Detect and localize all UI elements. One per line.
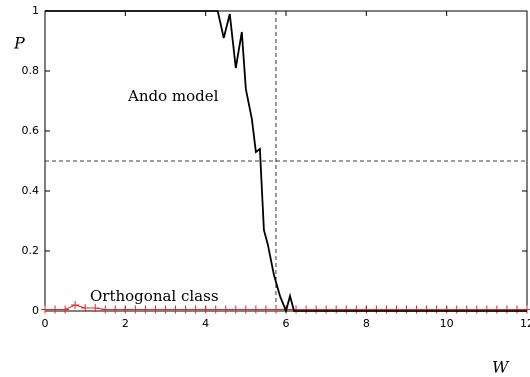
marker bbox=[392, 305, 401, 314]
marker bbox=[322, 305, 331, 314]
marker bbox=[382, 305, 391, 314]
marker bbox=[81, 304, 90, 312]
marker bbox=[342, 305, 351, 314]
marker bbox=[61, 305, 70, 314]
marker bbox=[131, 305, 140, 314]
annotation: Orthogonal class bbox=[90, 287, 219, 305]
marker bbox=[71, 301, 80, 309]
y-tick-label: 1 bbox=[32, 4, 39, 17]
x-tick-label: 2 bbox=[122, 317, 129, 330]
y-tick-label: 0.4 bbox=[22, 184, 40, 197]
x-tick-label: 0 bbox=[42, 317, 49, 330]
x-tick-label: 6 bbox=[283, 317, 290, 330]
marker bbox=[161, 305, 170, 314]
y-tick-label: 0.8 bbox=[22, 64, 40, 77]
marker bbox=[372, 305, 381, 314]
marker bbox=[101, 305, 110, 314]
y-tick-label: 0.2 bbox=[22, 244, 40, 257]
marker bbox=[462, 305, 471, 314]
marker bbox=[512, 305, 521, 314]
series-line bbox=[45, 10, 527, 314]
marker bbox=[362, 305, 371, 314]
x-tick-label: 4 bbox=[202, 317, 209, 330]
marker bbox=[442, 305, 451, 314]
marker bbox=[302, 305, 311, 314]
marker bbox=[523, 305, 530, 314]
marker bbox=[432, 305, 441, 314]
marker bbox=[312, 305, 321, 314]
marker bbox=[111, 305, 120, 314]
marker bbox=[352, 305, 361, 314]
marker bbox=[412, 305, 421, 314]
marker bbox=[261, 305, 270, 314]
marker bbox=[171, 305, 180, 314]
marker bbox=[141, 305, 150, 314]
marker bbox=[241, 305, 250, 314]
x-tick-label: 12 bbox=[520, 317, 530, 330]
marker bbox=[221, 305, 230, 314]
marker bbox=[452, 305, 461, 314]
marker bbox=[191, 305, 200, 314]
marker bbox=[472, 305, 481, 314]
marker bbox=[151, 305, 160, 314]
x-tick-label: 8 bbox=[363, 317, 370, 330]
annotation: Ando model bbox=[127, 87, 219, 105]
marker bbox=[251, 305, 260, 314]
marker bbox=[502, 305, 511, 314]
marker bbox=[201, 305, 210, 314]
y-tick-label: 0.6 bbox=[22, 124, 40, 137]
marker bbox=[121, 305, 130, 314]
marker bbox=[271, 305, 280, 314]
marker bbox=[422, 305, 431, 314]
marker bbox=[482, 305, 491, 314]
marker bbox=[51, 305, 60, 314]
x-tick-label: 10 bbox=[440, 317, 454, 330]
marker bbox=[402, 305, 411, 314]
marker bbox=[332, 305, 341, 314]
marker bbox=[231, 305, 240, 314]
marker bbox=[181, 305, 190, 314]
marker bbox=[41, 305, 49, 314]
y-tick-label: 0 bbox=[32, 304, 39, 317]
marker bbox=[211, 305, 220, 314]
x-axis-label: W bbox=[492, 358, 510, 377]
y-axis-label: P bbox=[13, 34, 25, 53]
marker bbox=[91, 304, 100, 312]
marker bbox=[492, 305, 501, 314]
